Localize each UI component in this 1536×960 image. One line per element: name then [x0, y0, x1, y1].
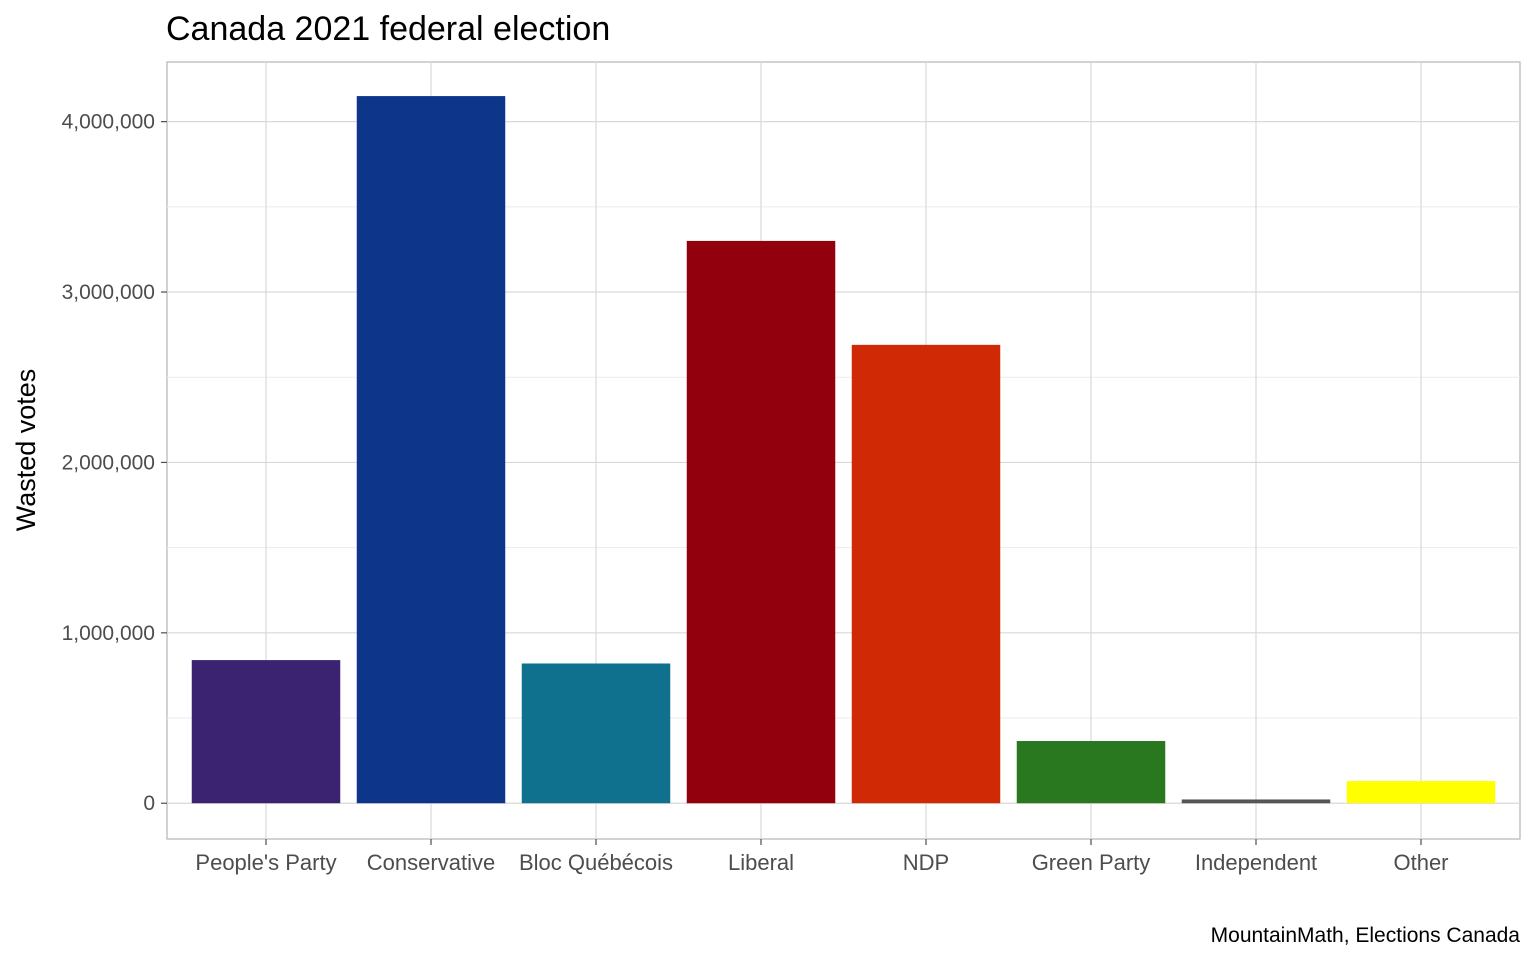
- y-tick-label: 2,000,000: [62, 451, 155, 474]
- x-axis: People's Party Conservative Bloc Québécois…: [195, 839, 1449, 875]
- x-tick-label: Independent: [1195, 850, 1317, 875]
- y-tick-label: 1,000,000: [62, 622, 155, 645]
- bar-conservative: [356, 96, 506, 804]
- bar-green-party: [1016, 741, 1166, 804]
- x-tick-label: Conservative: [367, 850, 495, 875]
- x-tick-label: Green Party: [1032, 850, 1151, 875]
- bar-people-s-party: [191, 660, 341, 804]
- y-axis-label: Wasted votes: [11, 369, 41, 532]
- y-tick-label: 4,000,000: [62, 111, 155, 134]
- y-tick-label: 3,000,000: [62, 281, 155, 304]
- bar-ndp: [851, 344, 1001, 804]
- y-axis: 0 1,000,000 2,000,000 3,000,000 4,000,000: [62, 111, 167, 815]
- x-tick-label: People's Party: [195, 850, 336, 875]
- x-tick-label: NDP: [903, 850, 949, 875]
- x-tick-label: Bloc Québécois: [519, 850, 673, 875]
- chart-title: Canada 2021 federal election: [166, 10, 610, 48]
- chart-caption: MountainMath, Elections Canada: [1211, 924, 1521, 947]
- y-tick-label: 0: [143, 792, 155, 815]
- bar-liberal: [686, 240, 836, 804]
- x-tick-label: Other: [1393, 850, 1448, 875]
- bar-bloc-qu-b-cois: [521, 663, 671, 804]
- bar-other: [1346, 781, 1496, 804]
- bar-independent: [1181, 799, 1331, 804]
- x-tick-label: Liberal: [728, 850, 794, 875]
- bars: [191, 96, 1496, 804]
